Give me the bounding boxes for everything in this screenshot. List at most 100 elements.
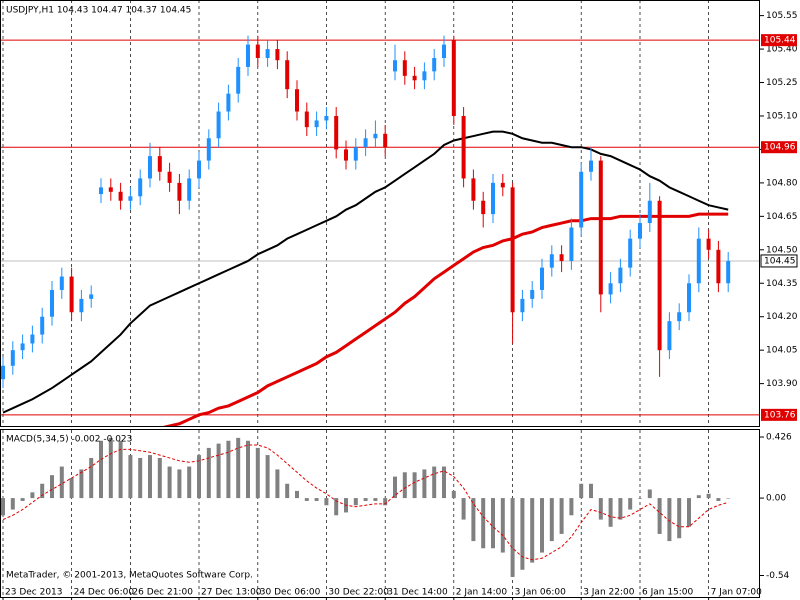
candle-body	[530, 289, 535, 299]
price-plot	[0, 0, 760, 426]
candle-body	[79, 298, 84, 313]
macd-bar	[432, 466, 437, 499]
candle-body	[128, 196, 133, 201]
macd-bar	[10, 498, 15, 510]
macd-bar	[442, 466, 446, 499]
macd-bar	[422, 469, 427, 499]
macd-bar	[510, 498, 515, 577]
macd-bar	[638, 498, 642, 499]
x-tick-label: 7 Jan 07:00	[711, 588, 763, 598]
y-tick-label: -0.54	[766, 571, 790, 581]
moving-average	[2, 130, 729, 414]
y-tick-label: 0.426	[766, 433, 792, 443]
candle-body	[138, 178, 143, 197]
macd-bar	[402, 472, 407, 499]
copyright: MetaTrader, © 2001-2013, MetaQuotes Soft…	[6, 571, 253, 581]
macd-bar	[314, 498, 319, 501]
chart-title: USDJPY,H1 104.43 104.47 104.37 104.45	[6, 6, 191, 16]
macd-bar	[99, 440, 103, 499]
candle-body	[520, 298, 525, 313]
macd-bar	[647, 489, 652, 499]
candle-body	[30, 334, 35, 344]
candle-body	[246, 44, 250, 67]
macd-bar	[206, 447, 211, 499]
x-tick-label: 24 Dec 06:00	[74, 588, 135, 598]
level-label: 105.44	[764, 36, 796, 46]
x-tick-label: 30 Dec 06:00	[260, 588, 321, 598]
candle-body	[304, 111, 309, 128]
macd-bar	[265, 455, 270, 499]
macd-bar	[167, 466, 172, 499]
y-tick-label: 0.00	[766, 494, 786, 504]
macd-bar	[108, 437, 113, 499]
candle-body	[226, 93, 231, 112]
candle-body	[265, 49, 270, 58]
macd-frame	[0, 429, 760, 598]
macd-bar	[677, 498, 682, 539]
macd-bar	[216, 443, 221, 499]
macd-bar	[187, 466, 192, 499]
candle-body	[50, 289, 54, 317]
candle-body	[383, 133, 388, 148]
macd-bar	[657, 498, 662, 534]
macd-bar	[500, 498, 505, 553]
level-label-box	[761, 141, 797, 154]
y-tick-label: 105.55	[766, 11, 798, 21]
candle-body	[99, 187, 103, 195]
candle-body	[461, 115, 466, 179]
candle-body	[353, 147, 358, 161]
y-tick-label: 105.10	[766, 111, 798, 121]
candle-body	[167, 171, 172, 183]
candle-body	[334, 115, 339, 150]
candle-body	[726, 260, 731, 284]
macd-bar	[363, 498, 368, 501]
candle-body	[540, 267, 544, 290]
macd-bar	[716, 498, 721, 501]
candle-body	[373, 133, 378, 139]
candle-body	[451, 40, 456, 116]
macd-bar	[89, 457, 94, 499]
macd-bar	[246, 440, 250, 499]
candle-body	[177, 182, 182, 201]
candle-body	[255, 44, 260, 58]
macd-bar	[79, 469, 84, 499]
candle-body	[677, 312, 682, 322]
macd-bar	[618, 498, 623, 520]
macd-bar	[451, 490, 456, 499]
macd-bar	[334, 498, 339, 516]
candle-body	[187, 178, 192, 201]
level-label-box	[761, 408, 797, 421]
level-label: 104.45	[764, 256, 796, 266]
y-tick-label: 104.50	[766, 245, 798, 255]
candle-body	[20, 343, 25, 351]
candle-body	[108, 187, 113, 192]
candle-body	[647, 200, 652, 224]
macd-signal	[2, 444, 729, 561]
macd-bar	[726, 498, 731, 499]
macd-bar	[324, 498, 329, 506]
overlay: 105.55105.40105.25105.10104.95104.80104.…	[2, 11, 798, 600]
candle-body	[69, 276, 74, 313]
macd-bar	[285, 483, 290, 499]
candle-body	[500, 182, 505, 188]
candle-body	[687, 283, 691, 313]
candle-body	[236, 66, 241, 94]
candle-body	[422, 71, 427, 81]
macd-bar	[393, 476, 397, 499]
macd-bar	[412, 472, 417, 499]
candle-body	[206, 138, 211, 161]
x-tick-label: 2 Jan 14:00	[456, 588, 508, 598]
macd-bar	[589, 483, 593, 499]
macd-bar	[559, 498, 564, 534]
candle-body	[442, 44, 446, 58]
level-label-box	[760, 254, 798, 268]
macd-bar	[40, 483, 45, 499]
macd-bar	[255, 447, 260, 499]
candle-body	[314, 120, 319, 128]
y-tick-label: 105.25	[766, 78, 798, 88]
candle-body	[491, 182, 495, 215]
candle-body	[706, 238, 711, 250]
candle-body	[471, 178, 476, 201]
